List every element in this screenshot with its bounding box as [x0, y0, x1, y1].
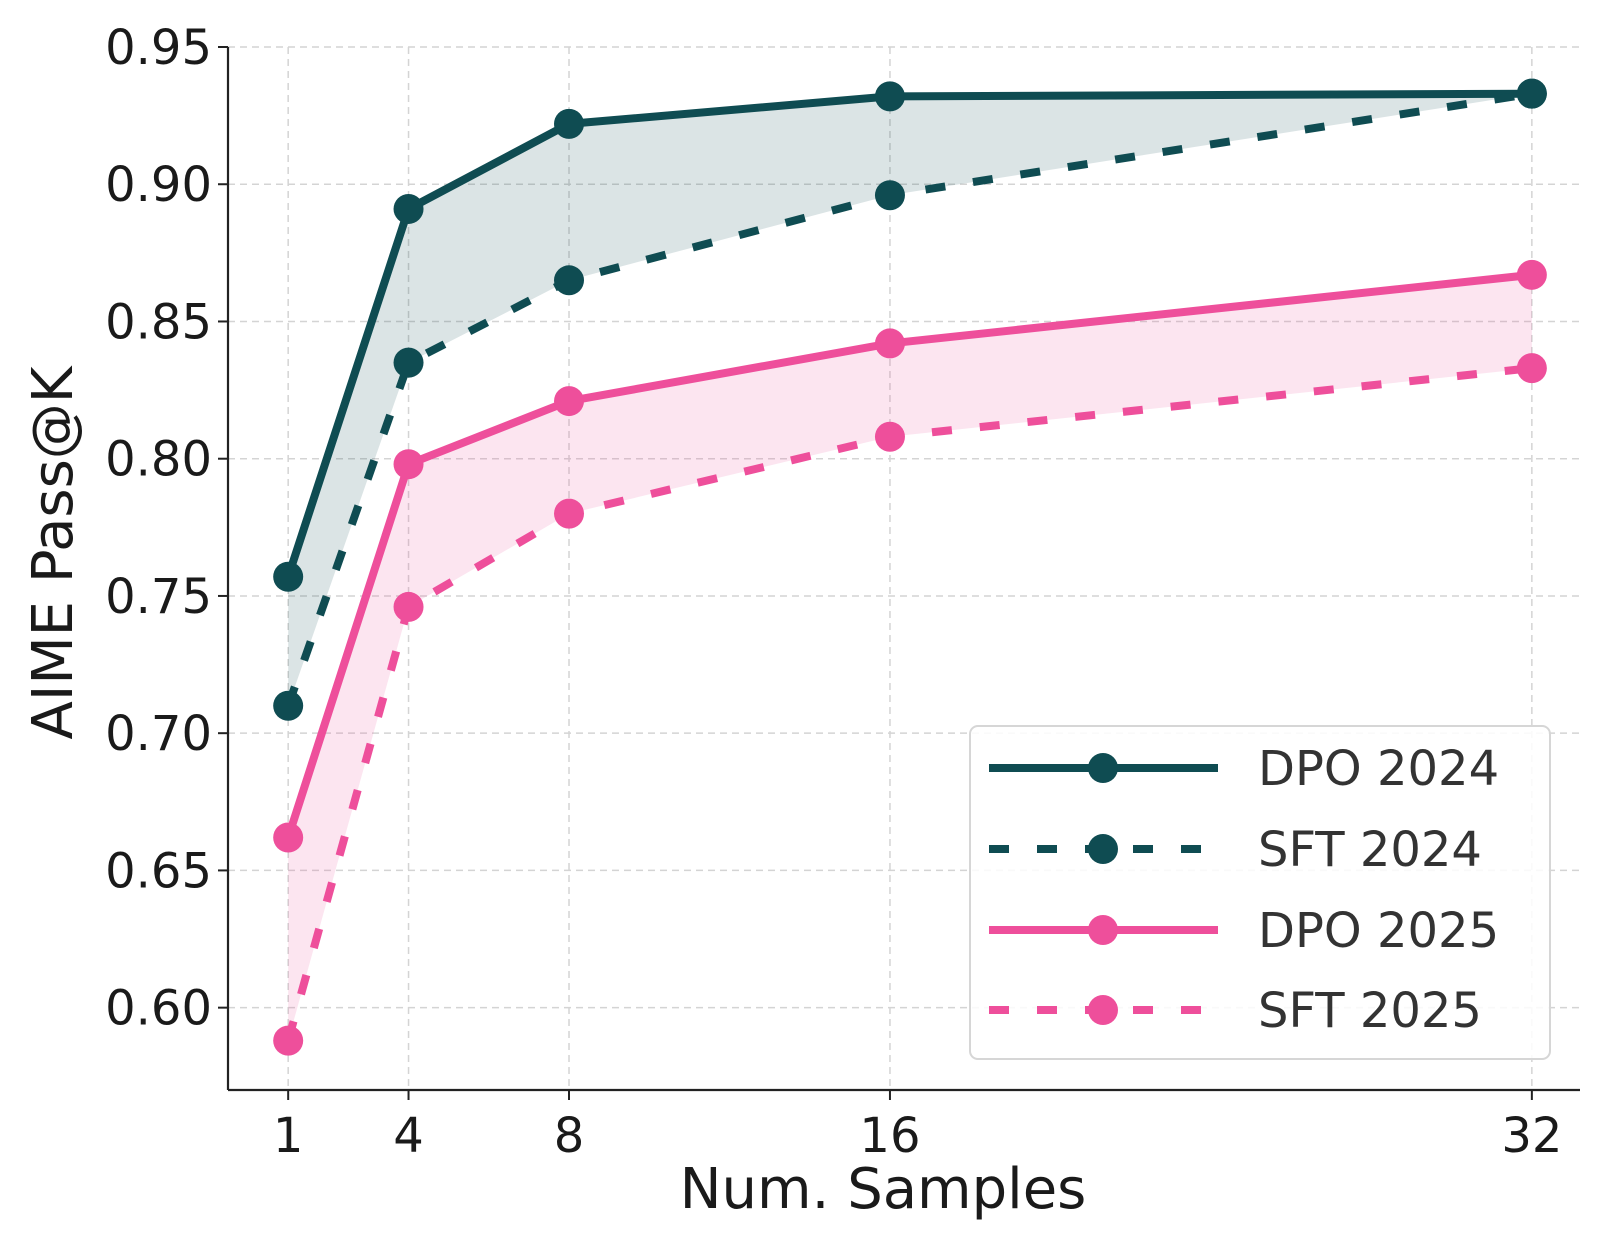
y-tick-label: 0.60 [105, 981, 212, 1037]
data-point [273, 561, 304, 592]
x-tick-label: 32 [1501, 1108, 1562, 1164]
data-point [874, 81, 905, 112]
shaded-regions [288, 93, 1532, 1041]
axes: 0.60 0.65 0.70 0.75 0.80 0.85 0.90 0.95 1 4 8 16 32 [105, 20, 1580, 1164]
grid [228, 46, 1580, 1090]
y-axis-title: AIME Pass@K [21, 365, 86, 739]
data-point [393, 449, 424, 480]
x-axis-title: Num. Samples [680, 1157, 1087, 1222]
series-lines [273, 78, 1547, 1056]
legend-label: DPO 2025 [1258, 903, 1499, 959]
legend-box [969, 725, 1551, 1060]
data-point [554, 108, 585, 139]
legend-marker [1088, 834, 1118, 864]
data-point [554, 265, 585, 296]
data-point [273, 822, 304, 853]
data-point [554, 498, 585, 529]
data-point [1516, 78, 1547, 109]
y-tick-label: 0.85 [105, 294, 212, 350]
x-tick-label: 1 [273, 1108, 304, 1164]
shaded-region [288, 93, 1532, 706]
data-point [273, 1025, 304, 1056]
data-point [393, 591, 424, 622]
data-point [554, 386, 585, 417]
shaded-region [288, 274, 1532, 1041]
y-tick-label: 0.75 [105, 569, 212, 625]
x-tick-label: 4 [393, 1108, 424, 1164]
data-point [393, 193, 424, 224]
legend-marker [1088, 753, 1118, 783]
legend: DPO 2024 SFT 2024 DPO 2025 SFT 2025 [969, 725, 1551, 1060]
legend-label: DPO 2024 [1258, 741, 1499, 797]
data-point [874, 328, 905, 359]
data-point [273, 690, 304, 721]
x-tick-label: 16 [859, 1108, 920, 1164]
y-tick-label: 0.95 [105, 20, 212, 76]
data-point [1516, 259, 1547, 290]
legend-marker [1088, 915, 1118, 945]
x-tick-label: 8 [554, 1108, 585, 1164]
legend-marker [1088, 995, 1118, 1025]
data-point [874, 421, 905, 452]
y-tick-label: 0.65 [105, 843, 212, 899]
data-point [393, 347, 424, 378]
y-tick-label: 0.80 [105, 432, 212, 488]
data-point [874, 180, 905, 211]
legend-label: SFT 2024 [1258, 822, 1482, 878]
y-tick-label: 0.70 [105, 706, 212, 762]
data-point [1516, 353, 1547, 384]
legend-label: SFT 2025 [1258, 983, 1482, 1039]
y-tick-label: 0.90 [105, 157, 212, 213]
